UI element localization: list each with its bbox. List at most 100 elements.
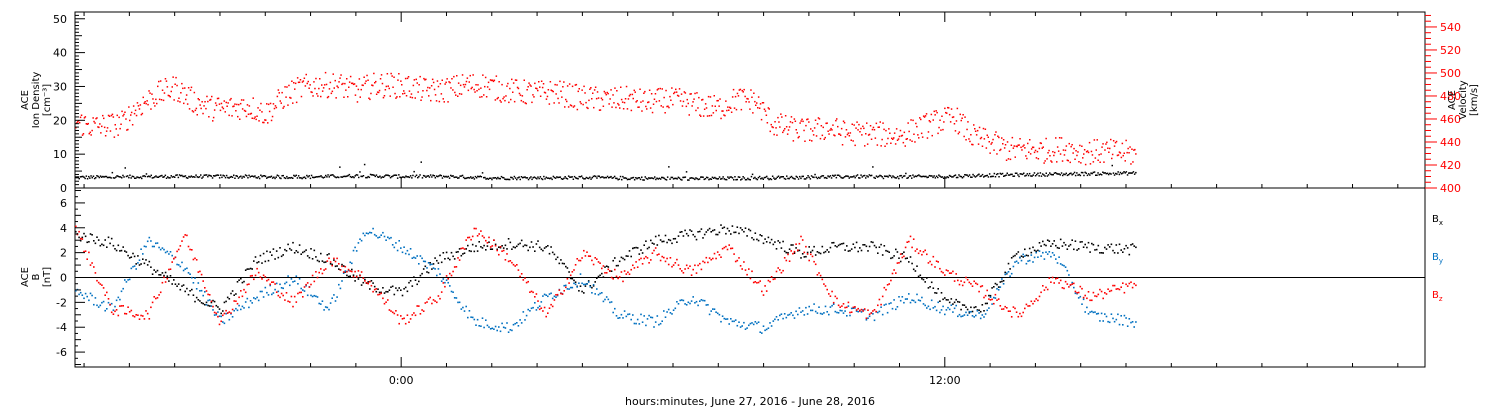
data-point: [912, 174, 914, 176]
data-point: [876, 144, 879, 146]
data-point: [659, 239, 662, 241]
data-point: [462, 83, 465, 86]
density-axis-label: ACE Ion Density [cm⁻³]: [20, 72, 53, 129]
data-point: [783, 250, 786, 253]
data-point: [689, 177, 691, 179]
data-point: [539, 86, 541, 88]
data-point: [761, 290, 763, 293]
data-point: [633, 322, 636, 325]
data-point: [247, 177, 249, 179]
data-point: [563, 81, 565, 83]
data-point: [265, 119, 267, 121]
data-point: [1123, 171, 1125, 173]
data-point: [751, 96, 753, 98]
data-point: [648, 101, 650, 103]
data-point: [914, 141, 916, 143]
data-point: [518, 176, 520, 178]
data-point: [585, 176, 588, 179]
data-point: [426, 301, 428, 303]
data-point: [919, 274, 922, 277]
data-point: [516, 178, 518, 181]
data-point: [1123, 152, 1125, 154]
data-point: [427, 262, 430, 264]
data-point: [916, 265, 918, 267]
data-point: [1086, 306, 1088, 309]
data-point: [490, 177, 492, 179]
data-point: [369, 231, 371, 234]
data-point: [364, 234, 366, 237]
data-point: [457, 301, 459, 304]
data-point: [511, 78, 513, 81]
data-point: [79, 291, 82, 294]
data-point: [113, 177, 116, 179]
data-point: [404, 252, 407, 255]
data-point: [445, 279, 448, 281]
data-point: [327, 95, 330, 98]
data-point: [689, 265, 691, 267]
data-point: [924, 249, 926, 252]
data-point: [385, 85, 388, 88]
data-point: [708, 227, 711, 230]
data-point: [320, 175, 322, 177]
data-point: [587, 280, 590, 282]
data-point: [955, 273, 957, 275]
data-point: [842, 303, 845, 305]
data-point: [293, 174, 295, 177]
data-point: [519, 242, 521, 245]
data-point: [1007, 262, 1010, 265]
data-point: [1068, 286, 1070, 288]
data-point: [143, 318, 146, 320]
data-point: [632, 97, 634, 100]
data-point: [774, 121, 776, 123]
data-point: [541, 178, 544, 181]
data-point: [947, 299, 949, 301]
data-point: [145, 173, 148, 175]
data-point: [398, 174, 400, 176]
data-point: [133, 315, 136, 318]
data-point: [201, 101, 203, 103]
data-point: [636, 318, 639, 321]
data-point: [119, 298, 121, 301]
data-point: [555, 294, 557, 296]
data-point: [453, 75, 455, 78]
data-point: [977, 174, 979, 176]
data-point: [782, 176, 784, 178]
data-point: [393, 174, 395, 176]
data-point: [940, 176, 942, 178]
data-point: [257, 271, 260, 274]
data-point: [530, 307, 533, 310]
data-point: [102, 244, 105, 247]
data-point: [80, 175, 83, 178]
data-point: [167, 94, 170, 97]
legend-entry: Bz: [1432, 290, 1443, 303]
data-point: [220, 174, 222, 176]
data-point: [1077, 291, 1080, 294]
data-point: [472, 176, 474, 179]
data-point: [601, 292, 603, 294]
data-point: [1085, 151, 1088, 153]
data-point: [783, 313, 786, 315]
data-point: [748, 228, 750, 231]
data-point: [999, 172, 1001, 175]
data-point: [113, 136, 116, 138]
data-point: [272, 281, 275, 283]
data-point: [676, 178, 678, 180]
data-point: [641, 110, 643, 112]
data-point: [682, 235, 685, 237]
data-point: [485, 239, 487, 242]
data-point: [264, 286, 267, 289]
data-point: [115, 249, 118, 252]
data-point: [589, 286, 592, 288]
data-point: [1056, 262, 1059, 264]
data-point: [142, 315, 144, 317]
data-point: [1041, 147, 1043, 149]
data-point: [790, 312, 792, 314]
data-point: [1124, 160, 1126, 162]
data-point: [591, 292, 593, 294]
data-point: [617, 317, 619, 319]
data-point: [535, 309, 538, 311]
data-point: [964, 174, 966, 176]
data-point: [666, 257, 668, 260]
data-point: [906, 298, 908, 300]
data-point: [261, 111, 263, 113]
